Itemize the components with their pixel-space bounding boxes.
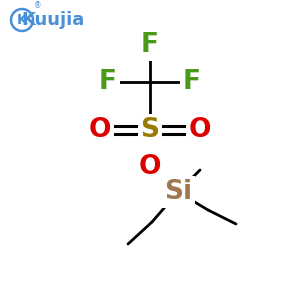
Text: K: K — [16, 13, 27, 27]
Text: O: O — [139, 154, 161, 180]
Text: Kuujia: Kuujia — [21, 11, 85, 29]
Text: F: F — [99, 69, 117, 95]
Text: O: O — [189, 117, 211, 143]
Text: O: O — [89, 117, 111, 143]
Text: F: F — [183, 69, 201, 95]
Text: F: F — [141, 32, 159, 58]
Text: S: S — [140, 117, 160, 143]
Text: ®: ® — [34, 1, 41, 10]
Text: Si: Si — [164, 179, 192, 205]
